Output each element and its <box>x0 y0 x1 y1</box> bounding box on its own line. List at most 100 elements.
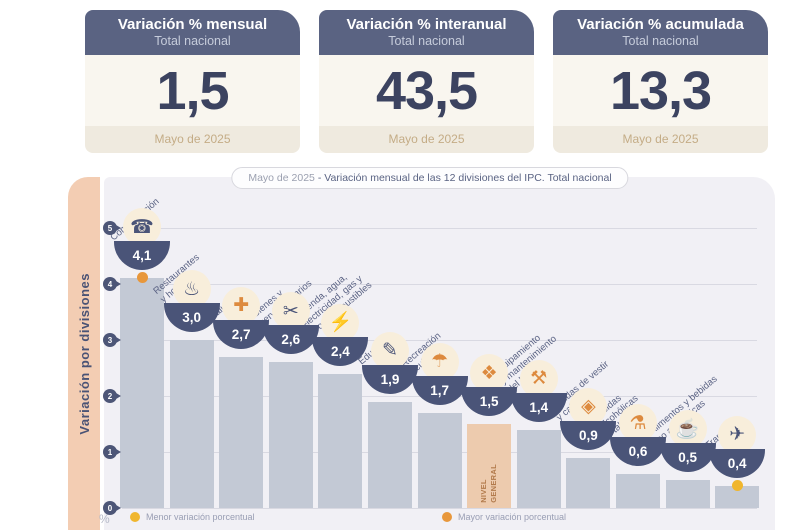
phone-icon: ☎ <box>130 216 154 238</box>
tshirt-icon: ◈ <box>581 396 596 418</box>
card-value: 43,5 <box>375 61 478 121</box>
icon-circle: ☕ <box>668 410 707 448</box>
icon-circle: ⚡ <box>321 303 360 342</box>
tick-pointer-icon <box>116 393 121 399</box>
bar-salud <box>219 356 264 508</box>
icon-circle: ✚ <box>222 286 261 325</box>
bar-recreacion-y-cultura <box>417 412 462 508</box>
tick-pointer-icon <box>116 281 121 287</box>
icon-circle: ☎ <box>123 208 161 247</box>
legend-item-mayor: Mayor variación porcentual <box>442 512 566 522</box>
division-badge: ❖ 1,5 <box>461 354 518 416</box>
division-value: 2,7 <box>213 319 270 349</box>
icon-circle: ⚒ <box>519 359 558 398</box>
card-period: Mayo de 2025 <box>553 126 768 154</box>
home-equipment-icon: ⚒ <box>530 368 548 390</box>
bar-prendas-de-vestir-y-calzado <box>566 457 611 508</box>
division-badge: ⚗ 0,6 <box>610 404 666 467</box>
card-value: 13,3 <box>609 61 712 121</box>
card-title: Variación % acumulada <box>577 16 744 33</box>
shopping-basket-icon: ❖ <box>480 362 498 384</box>
y-axis-tick: 3 <box>103 333 117 347</box>
y-axis-tick: 0 <box>103 501 117 515</box>
summary-cards-row: Variación % mensual Total nacional 1,5 M… <box>85 10 768 154</box>
card-variacion-acumulada: Variación % acumulada Total nacional 13,… <box>553 10 768 154</box>
bar-comunicacion <box>120 278 164 508</box>
icon-circle: ♨ <box>172 270 211 308</box>
icon-circle: ✎ <box>371 331 409 370</box>
division-value: 2,6 <box>262 325 319 355</box>
icon-circle: ⚗ <box>619 404 657 443</box>
division-value: 4,1 <box>114 241 170 271</box>
bar-bienes-y-servicios-varios <box>268 362 313 508</box>
card-period: Mayo de 2025 <box>319 126 534 154</box>
card-body: 13,3 <box>553 55 768 127</box>
division-badge: ☎ 4,1 <box>114 208 170 271</box>
division-value: 1,7 <box>411 375 468 405</box>
division-value: 0,5 <box>659 443 716 472</box>
card-header: Variación % acumulada Total nacional <box>553 10 768 55</box>
y-axis-title-band: Variación por divisiones <box>68 177 100 530</box>
card-title: Variación % interanual <box>346 16 507 33</box>
y-axis-tick: 4 <box>103 277 117 291</box>
icon-circle: ☂ <box>420 342 459 381</box>
card-variacion-interanual: Variación % interanual Total nacional 43… <box>319 10 534 154</box>
division-badge: ◈ 0,9 <box>560 387 617 450</box>
utilities-bulb-icon: ⚡ <box>328 312 353 334</box>
division-badge: ✂ 2,6 <box>262 292 319 355</box>
gridline <box>122 228 757 229</box>
drinks-bottle-icon: ⚗ <box>629 412 647 434</box>
division-value: 0,6 <box>610 437 666 467</box>
division-value: 2,4 <box>312 336 369 366</box>
division-value: 1,4 <box>510 392 567 422</box>
card-body: 1,5 <box>85 55 300 127</box>
division-value: 0,9 <box>560 420 617 450</box>
icon-circle: ◈ <box>569 387 608 426</box>
bar-educacion <box>368 401 412 508</box>
tick-pointer-icon <box>116 505 121 511</box>
bar-alimentos-y-bebidas-no-alcoholicas <box>665 480 710 508</box>
gridline <box>122 284 757 285</box>
mayor-variacion-dot-icon <box>136 272 148 284</box>
y-axis-unit-label: % <box>99 512 110 526</box>
bar-transporte <box>715 485 760 508</box>
division-value: 0,4 <box>709 448 766 478</box>
bar-bebidas-alcoholicas-y-tabaco <box>616 474 660 508</box>
gridline <box>122 508 757 509</box>
menor-variacion-dot-icon <box>130 512 140 522</box>
beach-umbrella-icon: ☂ <box>431 351 449 373</box>
division-badge: ⚒ 1,4 <box>510 359 567 422</box>
tick-pointer-icon <box>116 225 121 231</box>
nivel-general-bar-label: NIVEL GENERAL <box>479 464 499 503</box>
bus-icon: ✈ <box>729 424 746 446</box>
health-cross-icon: ✚ <box>233 295 250 317</box>
card-subtitle: Total nacional <box>154 34 231 48</box>
icon-circle: ✈ <box>718 415 757 454</box>
legend-item-menor: Menor variación porcentual <box>130 512 255 522</box>
bar-nivel-general: NIVEL GENERAL <box>467 424 512 508</box>
card-title: Variación % mensual <box>117 16 268 33</box>
y-axis-tick: 1 <box>103 445 117 459</box>
division-value: 3,0 <box>163 303 220 332</box>
tick-pointer-icon <box>116 449 121 455</box>
division-badge: ☕ 0,5 <box>659 410 716 472</box>
gridline <box>122 340 757 341</box>
legend-label: Menor variación porcentual <box>146 512 255 522</box>
division-value: 1,9 <box>362 364 418 394</box>
restaurant-icon: ♨ <box>183 278 201 300</box>
tick-pointer-icon <box>116 337 121 343</box>
food-icon: ☕ <box>675 418 700 440</box>
division-badge: ⚡ 2,4 <box>312 303 369 366</box>
chart-title-period: Mayo de 2025 <box>248 172 315 184</box>
menor-variacion-dot-icon <box>731 479 743 491</box>
chart-title-pill: Mayo de 2025- Variación mensual de las 1… <box>231 167 629 189</box>
division-badge: ☂ 1,7 <box>411 342 468 405</box>
card-period: Mayo de 2025 <box>85 126 300 154</box>
division-badge: ♨ 3,0 <box>163 270 220 332</box>
card-header: Variación % interanual Total nacional <box>319 10 534 55</box>
icon-circle: ✂ <box>271 292 310 331</box>
card-header: Variación % mensual Total nacional <box>85 10 300 55</box>
mayor-variacion-dot-icon <box>442 512 452 522</box>
